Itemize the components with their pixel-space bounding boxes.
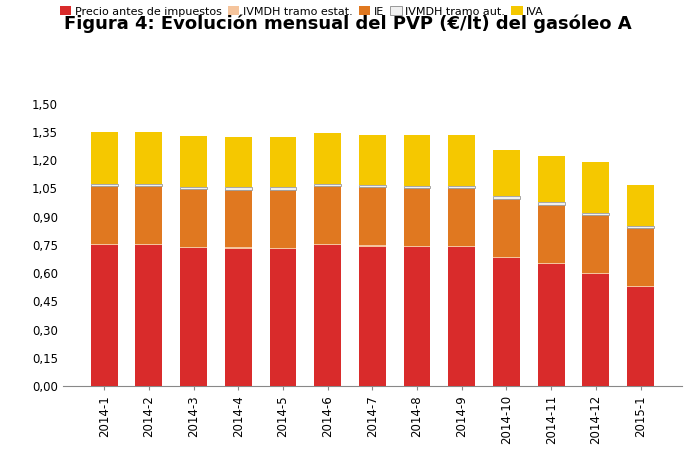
- Bar: [627, 228, 654, 286]
- Bar: [180, 187, 207, 189]
- Bar: [404, 247, 430, 386]
- Bar: [90, 244, 118, 245]
- Bar: [359, 247, 386, 386]
- Bar: [583, 274, 609, 386]
- Bar: [583, 215, 609, 273]
- Bar: [225, 187, 252, 189]
- Bar: [583, 273, 609, 274]
- Legend: Precio antes de impuestos, IVMDH tramo estat., IE, IVMDH tramo aut., IVA: Precio antes de impuestos, IVMDH tramo e…: [56, 2, 548, 21]
- Bar: [225, 137, 252, 187]
- Bar: [90, 184, 118, 186]
- Bar: [136, 184, 162, 186]
- Bar: [136, 244, 162, 245]
- Bar: [493, 196, 520, 199]
- Bar: [538, 263, 564, 264]
- Bar: [627, 286, 654, 287]
- Bar: [90, 132, 118, 184]
- Bar: [136, 186, 162, 244]
- Bar: [269, 187, 296, 190]
- Bar: [225, 249, 252, 386]
- Bar: [538, 156, 564, 203]
- Bar: [136, 132, 162, 184]
- Bar: [404, 246, 430, 247]
- Bar: [315, 186, 341, 244]
- Bar: [359, 185, 386, 187]
- Bar: [269, 248, 296, 249]
- Bar: [448, 246, 475, 247]
- Bar: [315, 245, 341, 386]
- Bar: [538, 205, 564, 263]
- Bar: [404, 135, 430, 186]
- Text: Figura 4: Evolución mensual del PVP (€/lt) del gasóleo A: Figura 4: Evolución mensual del PVP (€/l…: [64, 14, 632, 32]
- Bar: [90, 245, 118, 386]
- Bar: [404, 188, 430, 246]
- Bar: [583, 162, 609, 213]
- Bar: [448, 188, 475, 246]
- Bar: [180, 189, 207, 247]
- Bar: [315, 133, 341, 184]
- Bar: [180, 136, 207, 187]
- Bar: [538, 264, 564, 386]
- Bar: [225, 189, 252, 247]
- Bar: [448, 186, 475, 188]
- Bar: [269, 190, 296, 248]
- Bar: [225, 247, 252, 249]
- Bar: [359, 187, 386, 245]
- Bar: [180, 248, 207, 386]
- Bar: [627, 226, 654, 228]
- Bar: [269, 249, 296, 386]
- Bar: [493, 199, 520, 257]
- Bar: [493, 257, 520, 258]
- Bar: [315, 244, 341, 245]
- Bar: [493, 258, 520, 386]
- Bar: [627, 186, 654, 226]
- Bar: [493, 150, 520, 196]
- Bar: [448, 247, 475, 386]
- Bar: [404, 186, 430, 188]
- Bar: [315, 184, 341, 186]
- Bar: [90, 186, 118, 244]
- Bar: [583, 213, 609, 215]
- Bar: [359, 135, 386, 185]
- Bar: [448, 136, 475, 186]
- Bar: [627, 287, 654, 386]
- Bar: [359, 245, 386, 247]
- Bar: [136, 245, 162, 386]
- Bar: [180, 247, 207, 248]
- Bar: [538, 203, 564, 205]
- Bar: [269, 137, 296, 187]
